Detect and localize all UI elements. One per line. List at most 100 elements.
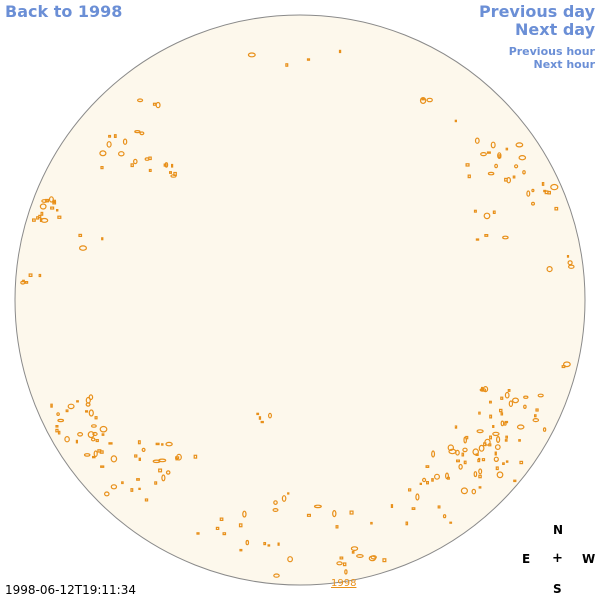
active-region-contour	[518, 154, 527, 161]
active-region-contour	[454, 425, 458, 429]
active-region-contour	[505, 435, 508, 439]
active-region-contour	[507, 389, 511, 392]
active-region-contour	[136, 478, 140, 481]
active-region-contour	[478, 474, 482, 479]
active-region-contour	[170, 174, 177, 178]
active-region-contour	[48, 196, 54, 203]
active-region-contour	[238, 523, 243, 528]
active-region-contour	[175, 457, 178, 461]
compass-east-label: E	[522, 552, 531, 566]
active-region-contour	[434, 473, 441, 480]
active-region-contour	[488, 443, 492, 447]
active-region-contour	[28, 273, 33, 278]
active-region-contour	[64, 436, 70, 443]
active-region-contour	[342, 562, 347, 567]
active-region-contour	[489, 414, 493, 419]
active-region-contour	[101, 237, 104, 241]
active-region-contour	[38, 273, 42, 278]
active-region-contour	[92, 431, 98, 437]
active-region-contour	[419, 482, 423, 485]
active-region-contour	[519, 460, 524, 465]
active-region-contour	[496, 471, 504, 479]
active-region-contour	[110, 484, 118, 490]
active-region-contour	[550, 183, 559, 191]
active-region-contour	[161, 474, 166, 482]
active-region-contour	[513, 479, 517, 483]
year-link[interactable]: 1998	[331, 578, 357, 589]
active-region-contour	[502, 235, 509, 240]
compass-center-icon: +	[552, 551, 563, 566]
active-region-contour	[415, 493, 420, 501]
active-region-contour	[130, 163, 134, 168]
active-region-contour	[130, 488, 134, 492]
active-region-contour	[134, 454, 138, 458]
active-region-contour	[382, 558, 387, 563]
previous-hour-link[interactable]: Previous hour	[508, 45, 595, 58]
active-region-contour	[419, 96, 427, 104]
active-region-contour	[494, 163, 499, 169]
active-region-contour	[351, 550, 355, 554]
active-region-contour	[56, 412, 60, 417]
active-region-contour	[272, 508, 279, 513]
active-region-contour	[110, 455, 118, 463]
active-region-contour	[546, 266, 553, 273]
active-region-contours	[20, 49, 575, 578]
active-region-contour	[93, 450, 98, 458]
active-region-contour	[263, 541, 267, 546]
active-region-contour	[513, 164, 519, 169]
active-region-contour	[492, 210, 496, 215]
active-region-contour	[165, 441, 173, 447]
active-region-contour	[57, 418, 65, 423]
active-region-contour	[55, 425, 59, 428]
active-region-contour	[50, 206, 55, 210]
active-region-contour	[460, 487, 468, 495]
active-region-contour	[463, 460, 467, 465]
active-region-contour	[52, 200, 57, 205]
active-region-contour	[106, 141, 112, 148]
active-region-contour	[118, 151, 125, 157]
active-region-contour	[222, 532, 227, 536]
active-region-contour	[467, 174, 471, 179]
next-day-link[interactable]: Next day	[515, 20, 595, 39]
active-region-contour	[138, 487, 141, 490]
active-region-contour	[260, 420, 264, 424]
active-region-contour	[268, 412, 273, 419]
active-region-contour	[492, 431, 500, 437]
active-region-contour	[530, 201, 535, 206]
active-region-contour	[78, 233, 83, 237]
next-hour-link[interactable]: Next hour	[533, 58, 596, 71]
solar-disk	[14, 14, 586, 586]
active-region-contour	[425, 465, 430, 468]
active-region-contour	[478, 411, 481, 415]
previous-day-link[interactable]: Previous day	[478, 2, 595, 21]
active-region-contour	[454, 119, 457, 123]
active-region-contour	[144, 498, 149, 502]
active-region-contour	[494, 451, 497, 456]
active-region-contour	[478, 444, 485, 452]
active-region-contour	[247, 52, 256, 58]
active-region-contour	[287, 492, 290, 495]
active-region-contour	[161, 443, 164, 446]
active-region-contour	[55, 209, 59, 212]
active-region-contour	[332, 509, 337, 518]
active-region-contour	[483, 442, 487, 447]
active-region-contour	[489, 435, 493, 440]
active-region-contour	[473, 471, 478, 478]
active-region-contour	[137, 440, 141, 445]
active-region-contour	[338, 49, 342, 54]
active-region-contour	[350, 546, 359, 551]
active-region-contour	[533, 414, 537, 418]
active-region-contour	[458, 463, 463, 470]
active-region-contour	[523, 404, 527, 409]
active-region-contour	[472, 448, 480, 456]
active-region-contour	[75, 439, 79, 444]
back-to-year-link[interactable]: Back to 1998	[5, 2, 123, 21]
active-region-contour	[55, 428, 59, 433]
active-region-contour	[24, 281, 29, 284]
active-region-contour	[567, 260, 573, 266]
active-region-contour	[405, 521, 409, 526]
active-region-contour	[431, 478, 434, 482]
active-region-contour	[349, 510, 354, 515]
active-region-contour	[495, 466, 499, 471]
active-region-contour	[121, 481, 124, 485]
